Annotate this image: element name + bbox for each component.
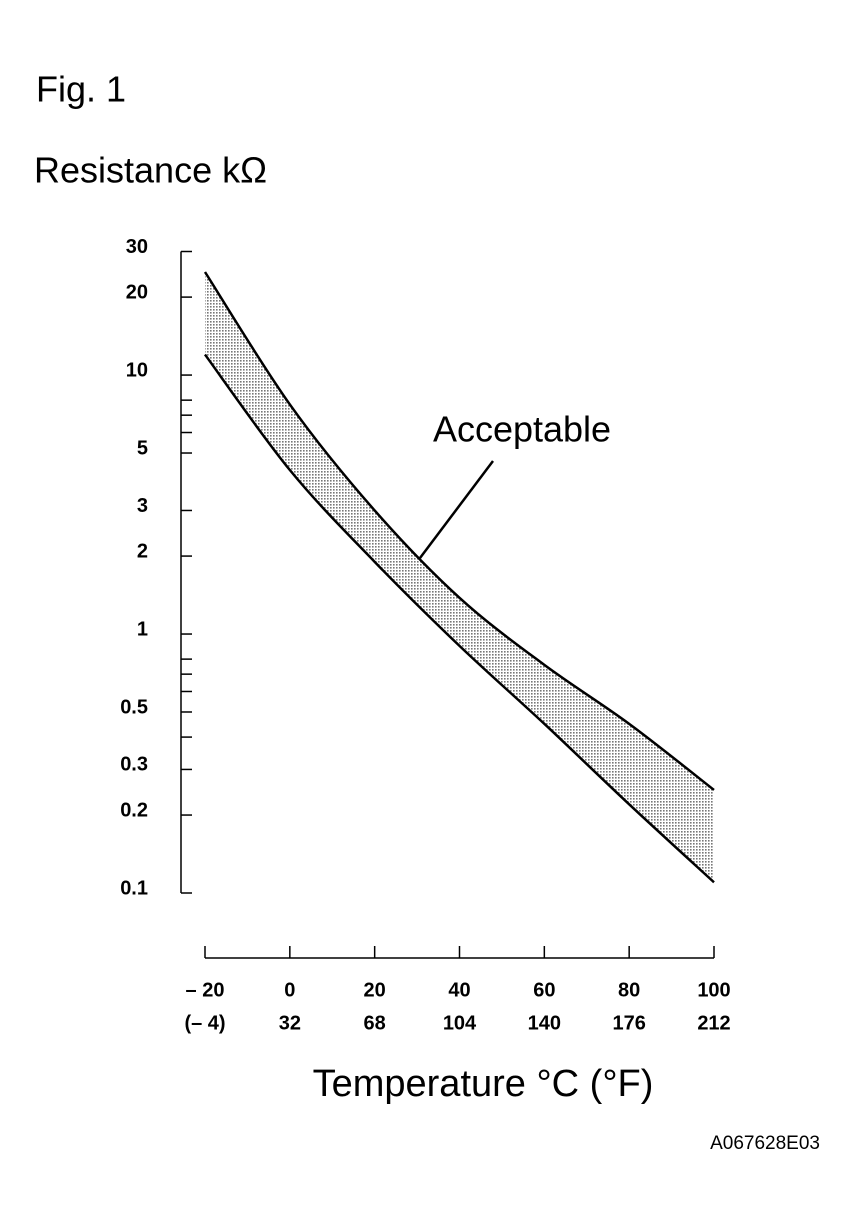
acceptable-band [205,272,714,883]
y-axis-label: Resistance kΩ [34,150,267,191]
x-tick-label-f: 32 [279,1012,301,1034]
x-tick-label-f: 176 [612,1012,645,1034]
y-tick-label: 3 [137,495,148,517]
y-tick-label: 30 [126,236,148,258]
y-tick-label: 20 [126,281,148,303]
x-tick-label-f: (– 4) [184,1012,225,1034]
x-tick-label-f: 68 [364,1012,386,1034]
annotation-leader [419,460,494,559]
x-tick-label-f: 104 [443,1012,477,1034]
y-tick-label: 5 [137,437,148,459]
x-tick-label: 60 [533,979,555,1001]
x-tick-label: – 20 [186,979,225,1001]
figure-label: Fig. 1 [36,69,126,110]
y-tick-label: 0.1 [120,877,148,899]
x-tick-label: 20 [364,979,386,1001]
x-tick-label: 0 [284,979,295,1001]
x-tick-label: 100 [697,979,730,1001]
y-tick-label: 1 [137,618,148,640]
x-tick-label-f: 212 [697,1012,730,1034]
figure-code: A067628E03 [710,1133,820,1154]
y-tick-label: 2 [137,540,148,562]
y-tick-label: 0.5 [120,696,148,718]
x-tick-label: 80 [618,979,640,1001]
y-tick-label: 10 [126,359,148,381]
curve [203,353,715,884]
x-axis-label: Temperature °C (°F) [313,1063,654,1105]
x-tick-label-f: 140 [528,1012,561,1034]
y-tick-label: 0.2 [120,799,148,821]
curve [203,271,715,791]
x-tick-label: 40 [448,979,470,1001]
annotation: Acceptable [433,409,611,450]
y-tick-label: 0.3 [120,754,148,776]
